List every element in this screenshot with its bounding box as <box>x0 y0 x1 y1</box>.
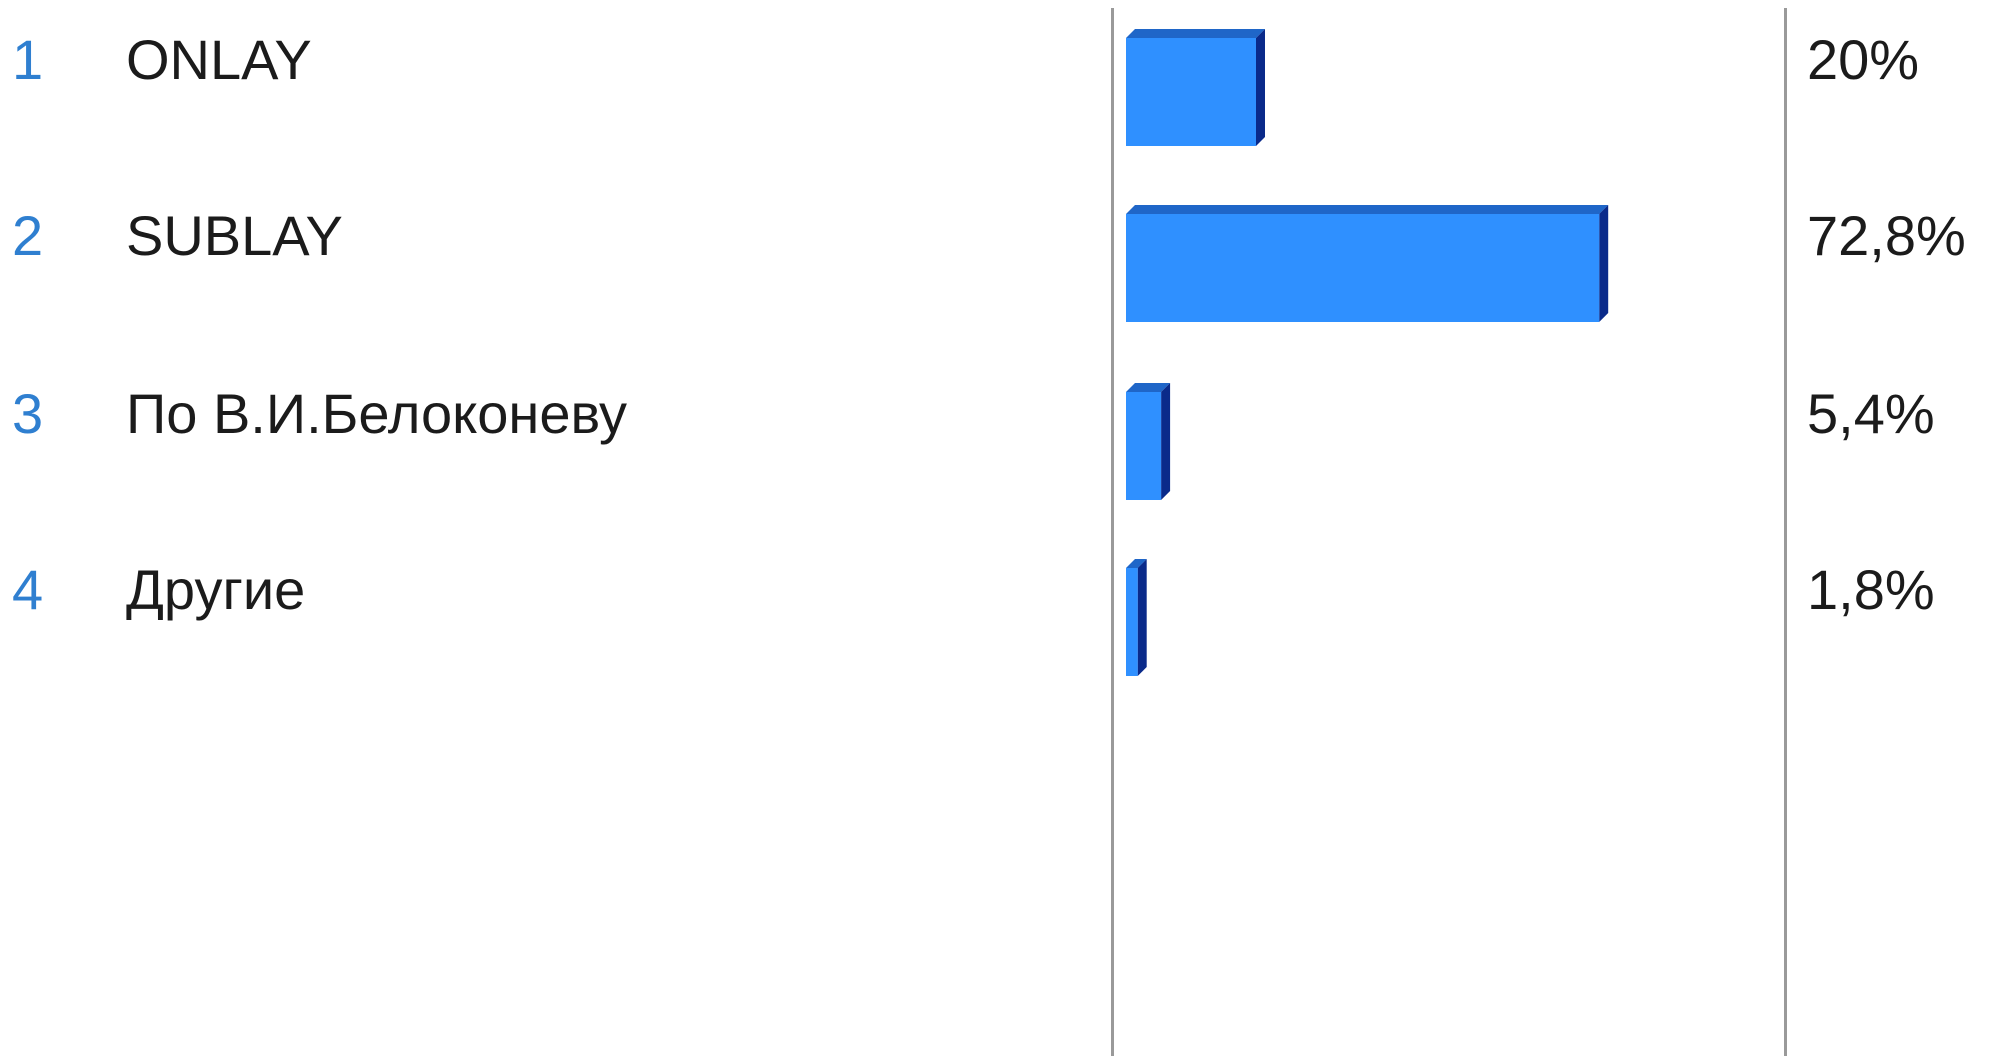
row-number-1: 1 <box>12 28 44 91</box>
category-label-other: Другие <box>126 558 306 621</box>
bar-face-onlay <box>1126 38 1256 146</box>
row-number-4: 4 <box>12 558 44 621</box>
value-label-other: 1,8% <box>1807 558 1935 621</box>
left-divider-line <box>1111 8 1114 1056</box>
bar-sublay <box>1126 205 1609 322</box>
category-label-onlay: ONLAY <box>126 28 312 91</box>
bar-belokonev <box>1126 383 1171 500</box>
bar-side-onlay <box>1256 29 1265 146</box>
bar-top-belokonev <box>1126 383 1171 392</box>
right-divider-line <box>1784 8 1787 1056</box>
bar-top-sublay <box>1126 205 1609 214</box>
bar-top-onlay <box>1126 29 1265 38</box>
bar-onlay <box>1126 29 1265 146</box>
bar-other <box>1126 559 1147 676</box>
value-label-belokonev: 5,4% <box>1807 382 1935 445</box>
bar-side-belokonev <box>1161 383 1171 500</box>
bar-top-other <box>1126 559 1147 568</box>
bar-side-other <box>1137 559 1147 676</box>
category-label-belokonev: По В.И.Белоконеву <box>126 382 628 445</box>
bar-face-other <box>1126 568 1138 676</box>
bar-side-sublay <box>1599 205 1609 322</box>
bar-face-sublay <box>1126 214 1600 322</box>
value-label-sublay: 72,8% <box>1807 204 1966 267</box>
value-label-onlay: 20% <box>1807 28 1920 91</box>
row-number-3: 3 <box>12 382 44 445</box>
category-label-sublay: SUBLAY <box>126 204 343 267</box>
row-number-2: 2 <box>12 204 44 267</box>
bar-face-belokonev <box>1126 392 1162 500</box>
